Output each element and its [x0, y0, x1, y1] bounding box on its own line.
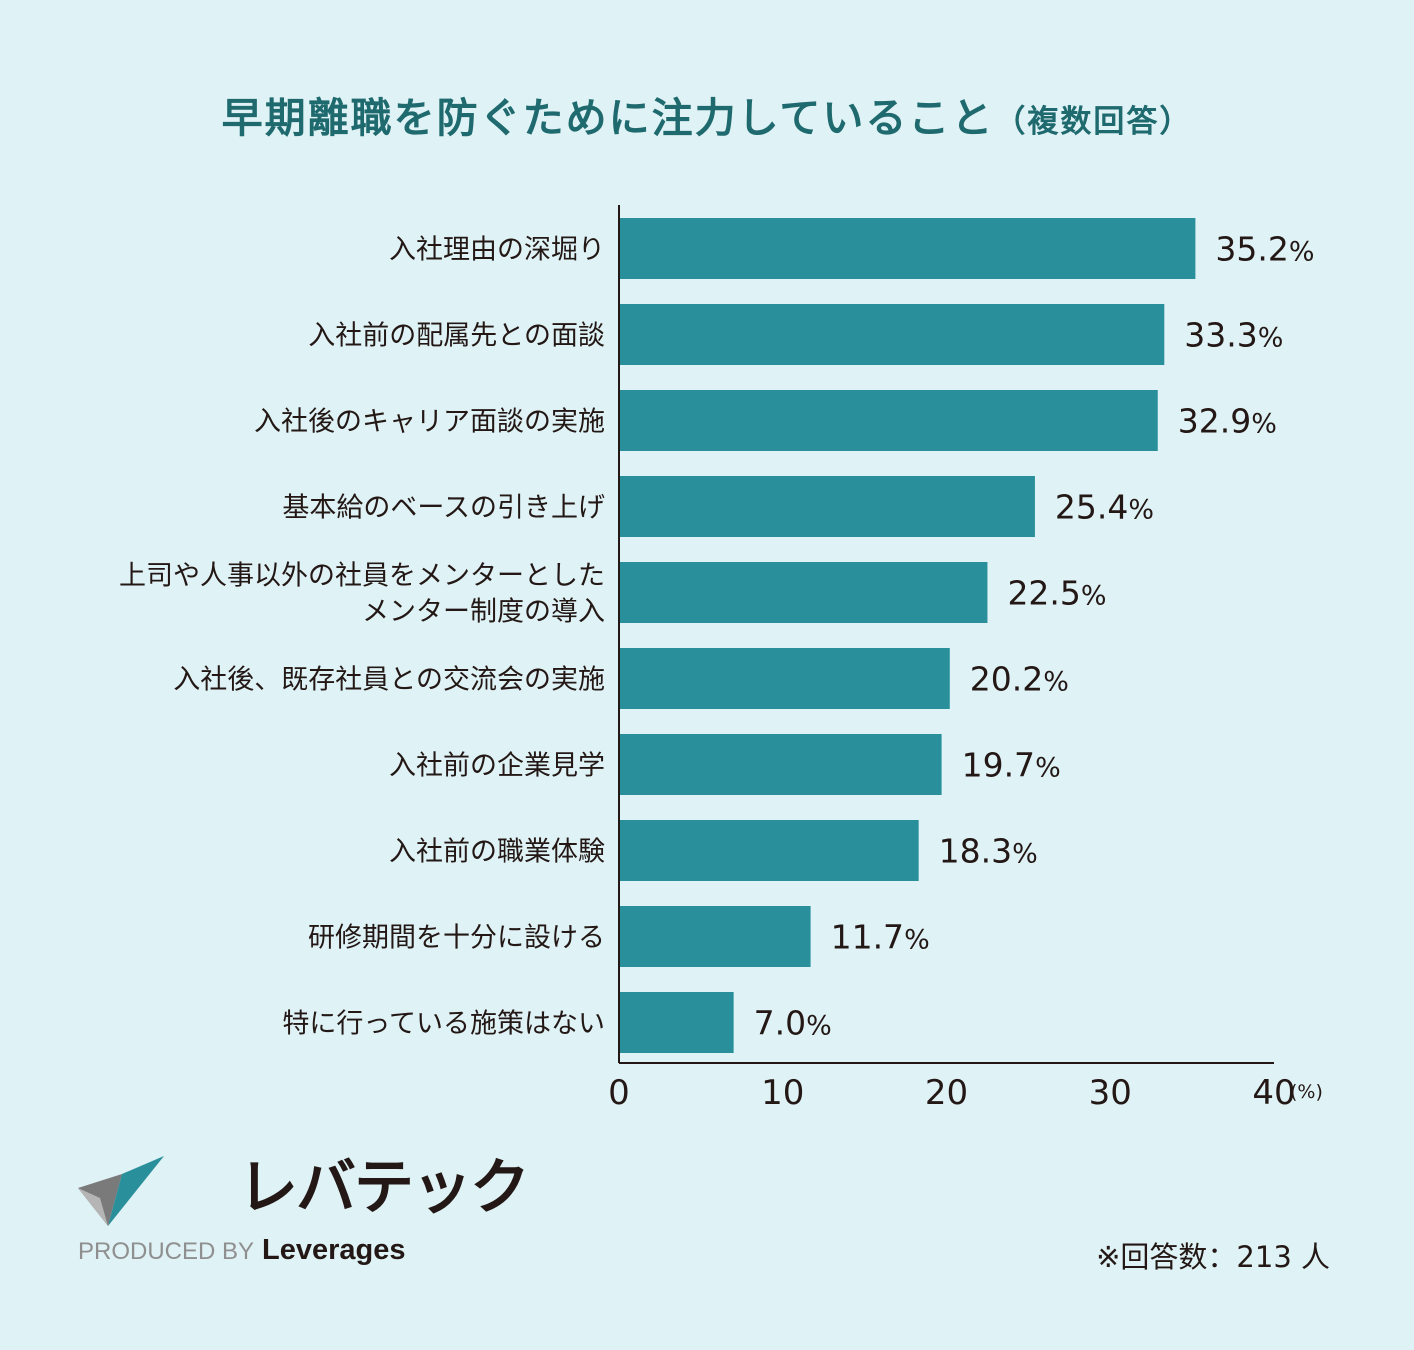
- title-subtitle: （複数回答）: [994, 104, 1193, 140]
- logo-brand-text: レバテック: [238, 1153, 530, 1223]
- value-label: 25.4%: [1055, 488, 1154, 527]
- value-label: 20.2%: [970, 660, 1069, 699]
- value-label: 33.3%: [1184, 316, 1283, 355]
- bar: [620, 562, 988, 623]
- category-label: 入社前の配属先との面談: [308, 321, 605, 352]
- title-main: 早期離職を防ぐために注力していること: [221, 94, 995, 142]
- category-label: 入社前の職業体験: [389, 837, 605, 868]
- bar: [620, 648, 950, 709]
- bar: [620, 476, 1035, 537]
- company-name: Leverages: [262, 1234, 406, 1266]
- bar: [620, 218, 1196, 279]
- x-tick-label: 10: [761, 1073, 804, 1113]
- value-label: 11.7%: [831, 918, 930, 957]
- x-tick-label: 20: [925, 1073, 968, 1113]
- bar: [620, 304, 1165, 365]
- bar-chart: 入社理由の深堀り入社前の配属先との面談入社後のキャリア面談の実施基本給のベースの…: [119, 205, 1323, 1113]
- category-label: 入社前の企業見学: [389, 751, 605, 782]
- x-tick-label: 0: [608, 1073, 630, 1113]
- value-label: 32.9%: [1178, 402, 1277, 441]
- x-tick-label: 40: [1252, 1073, 1295, 1113]
- category-label: 入社理由の深堀り: [389, 235, 605, 266]
- logo-mark-icon: [78, 1156, 164, 1226]
- bar: [620, 992, 734, 1053]
- produced-by-label: PRODUCED BY: [78, 1238, 255, 1265]
- category-label: 入社後、既存社員との交流会の実施: [173, 665, 605, 696]
- respondent-note: ※回答数：213 人: [1096, 1240, 1330, 1274]
- chart-title: 早期離職を防ぐために注力していること（複数回答）: [0, 84, 1414, 144]
- x-axis-unit: (%): [1290, 1081, 1323, 1103]
- category-label: 研修期間を十分に設ける: [308, 923, 605, 954]
- value-label: 7.0%: [754, 1004, 832, 1043]
- produced-by-line: PRODUCED BY Leverages: [78, 1234, 406, 1267]
- levtech-logo: レバテック PRODUCED BY Leverages: [78, 1148, 530, 1273]
- category-label: 上司や人事以外の社員をメンターとしたメンター制度の導入: [119, 561, 605, 628]
- bar: [620, 734, 942, 795]
- value-label: 18.3%: [939, 832, 1038, 871]
- value-label: 22.5%: [1007, 574, 1106, 613]
- value-label: 35.2%: [1215, 230, 1314, 269]
- category-label: 特に行っている施策はない: [282, 1009, 605, 1040]
- bar: [620, 906, 811, 967]
- category-label: 基本給のベースの引き上げ: [282, 493, 605, 524]
- bar: [620, 820, 919, 881]
- bar: [620, 390, 1158, 451]
- category-label: 入社後のキャリア面談の実施: [254, 407, 605, 438]
- x-tick-label: 30: [1089, 1073, 1132, 1113]
- value-label: 19.7%: [962, 746, 1061, 785]
